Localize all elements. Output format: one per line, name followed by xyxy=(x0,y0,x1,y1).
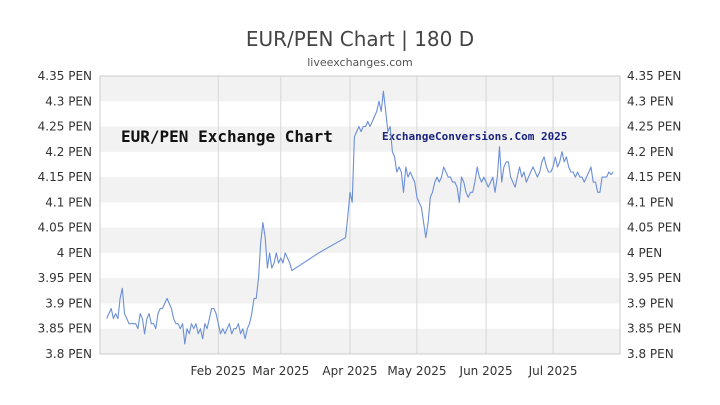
y-tick-label-right: 3.9 PEN xyxy=(627,296,674,310)
y-axis-left: 4.35 PEN 4.3 PEN 4.25 PEN 4.2 PEN 4.15 PEN 4.… xyxy=(38,69,92,361)
y-tick-label-left: 4 PEN xyxy=(57,246,92,260)
chart-title: EUR/PEN Chart | 180 D xyxy=(246,27,474,51)
x-axis: Feb 2025 Mar 2025 Apr 2025 May 2025 Jun 2025… xyxy=(190,364,577,378)
grid-band xyxy=(100,278,620,304)
x-tick-label: May 2025 xyxy=(387,364,446,378)
y-tick-label-right: 4.2 PEN xyxy=(627,145,674,159)
y-tick-label-left: 3.85 PEN xyxy=(38,322,92,336)
y-tick-label-right: 4.15 PEN xyxy=(627,170,681,184)
plot-frame xyxy=(99,75,621,355)
y-tick-label-right: 4.1 PEN xyxy=(627,195,674,209)
grid-band xyxy=(100,126,620,152)
y-tick-label-right: 4.35 PEN xyxy=(627,69,681,83)
x-tick-label: Apr 2025 xyxy=(322,364,377,378)
y-tick-label-right: 3.95 PEN xyxy=(627,271,681,285)
x-tick-label: Jul 2025 xyxy=(528,364,578,378)
y-tick-label-left: 4.15 PEN xyxy=(38,170,92,184)
y-tick-label-right: 4.25 PEN xyxy=(627,120,681,134)
series-line xyxy=(106,90,614,345)
grid-band xyxy=(100,76,620,102)
chart-subtitle: liveexchanges.com xyxy=(307,56,412,69)
x-tick-label: Jun 2025 xyxy=(459,364,513,378)
vertical-gridlines xyxy=(217,76,554,354)
y-tick-label-left: 3.8 PEN xyxy=(45,347,92,361)
grid-band xyxy=(100,177,620,203)
y-tick-label-left: 4.05 PEN xyxy=(38,221,92,235)
y-tick-label-left: 4.25 PEN xyxy=(38,120,92,134)
y-tick-label-left: 4.3 PEN xyxy=(45,94,92,108)
x-tick-label: Feb 2025 xyxy=(190,364,246,378)
y-tick-label-left: 4.1 PEN xyxy=(45,195,92,209)
y-tick-label-right: 4.3 PEN xyxy=(627,94,674,108)
y-tick-label-right: 3.8 PEN xyxy=(627,347,674,361)
y-tick-label-left: 3.9 PEN xyxy=(45,296,92,310)
y-tick-label-right: 4 PEN xyxy=(627,246,662,260)
y-tick-label-right: 3.85 PEN xyxy=(627,322,681,336)
grid-bands xyxy=(100,76,620,354)
y-axis-right: 4.35 PEN 4.3 PEN 4.25 PEN 4.2 PEN 4.15 PEN 4.… xyxy=(627,69,681,361)
watermark-right: ExchangeConversions.Com 2025 xyxy=(382,130,567,143)
y-tick-label-left: 3.95 PEN xyxy=(38,271,92,285)
grid-band xyxy=(100,227,620,253)
watermark-left: EUR/PEN Exchange Chart xyxy=(121,127,333,146)
y-tick-label-left: 4.2 PEN xyxy=(45,145,92,159)
y-tick-label-right: 4.05 PEN xyxy=(627,221,681,235)
x-tick-label: Mar 2025 xyxy=(252,364,309,378)
grid-band xyxy=(100,328,620,354)
y-tick-label-left: 4.35 PEN xyxy=(38,69,92,83)
